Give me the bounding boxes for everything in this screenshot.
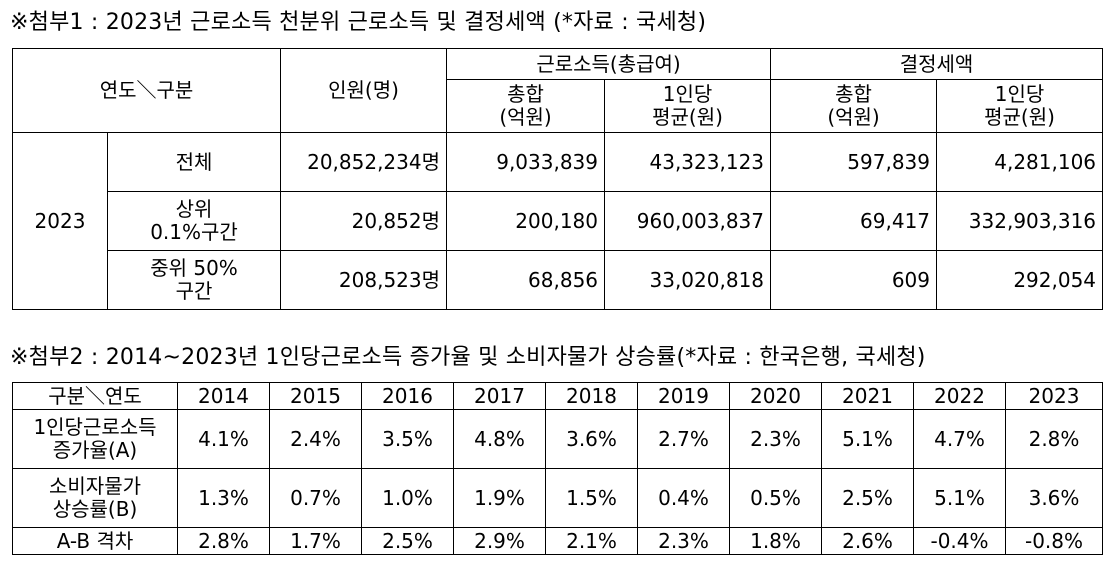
header-tax: 결정세액 xyxy=(770,48,1104,80)
growth-rate-table: 구분＼연도 2014 2015 2016 2017 2018 2019 2020… xyxy=(12,382,1103,555)
year-header: 2017 xyxy=(453,382,546,410)
header-row: 구분＼연도 2014 2015 2016 2017 2018 2019 2020… xyxy=(12,382,1103,410)
rate-cell: 1.5% xyxy=(545,468,638,528)
rate-cell: 2.8% xyxy=(1005,409,1103,469)
rate-cell: 2.3% xyxy=(637,527,730,555)
row-label: 전체 xyxy=(106,132,282,192)
rate-cell: 0.7% xyxy=(269,468,362,528)
income-avg-cell: 43,323,123 xyxy=(604,132,772,192)
rate-cell: 2.5% xyxy=(821,468,914,528)
rate-cell: 2.6% xyxy=(821,527,914,555)
rate-cell: 4.1% xyxy=(177,409,270,469)
rate-cell: 5.1% xyxy=(913,468,1006,528)
year-header: 2018 xyxy=(545,382,638,410)
tax-avg-cell: 292,054 xyxy=(936,250,1104,310)
table-row: 상위 0.1%구간 20,852명 200,180 960,003,837 69… xyxy=(13,191,1104,251)
year-header: 2022 xyxy=(913,382,1006,410)
income-avg-cell: 960,003,837 xyxy=(604,191,772,251)
persons-cell: 208,523명 xyxy=(280,250,448,310)
header-tax-avg: 1인당 평균(원) xyxy=(936,79,1104,133)
header-tax-total: 총합 (억원) xyxy=(770,79,938,133)
year-header: 2019 xyxy=(637,382,730,410)
rate-cell: 2.5% xyxy=(361,527,454,555)
tax-avg-cell: 332,903,316 xyxy=(936,191,1104,251)
year-header: 2016 xyxy=(361,382,454,410)
year-header: 2023 xyxy=(1005,382,1103,410)
rate-cell: 3.6% xyxy=(1005,468,1103,528)
persons-cell: 20,852명 xyxy=(280,191,448,251)
rate-cell: 3.5% xyxy=(361,409,454,469)
header-income-avg: 1인당 평균(원) xyxy=(604,79,772,133)
row-label: 상위 0.1%구간 xyxy=(106,191,282,251)
rate-cell: 5.1% xyxy=(821,409,914,469)
year-header: 2014 xyxy=(177,382,270,410)
rate-cell: 2.3% xyxy=(729,409,822,469)
section1-title: ※첨부1 : 2023년 근로소득 천분위 근로소득 및 결정세액 (*자료 :… xyxy=(10,10,707,35)
income-total-cell: 200,180 xyxy=(446,191,606,251)
tax-total-cell: 609 xyxy=(770,250,938,310)
income-total-cell: 68,856 xyxy=(446,250,606,310)
year-header: 2021 xyxy=(821,382,914,410)
year-header: 2020 xyxy=(729,382,822,410)
table-row: 중위 50% 구간 208,523명 68,856 33,020,818 609… xyxy=(13,250,1104,310)
rate-cell: -0.4% xyxy=(913,527,1006,555)
tax-avg-cell: 4,281,106 xyxy=(936,132,1104,192)
year-header: 2015 xyxy=(269,382,362,410)
header-income-total: 총합 (억원) xyxy=(446,79,606,133)
rate-cell: 2.8% xyxy=(177,527,270,555)
rate-cell: 4.8% xyxy=(453,409,546,469)
rate-cell: 3.6% xyxy=(545,409,638,469)
rate-cell: 1.9% xyxy=(453,468,546,528)
year-cell: 2023 xyxy=(12,132,108,310)
income-avg-cell: 33,020,818 xyxy=(604,250,772,310)
row-label: 소비자물가 상승률(B) xyxy=(12,468,178,528)
row-label: A-B 격차 xyxy=(12,527,178,555)
tax-total-cell: 69,417 xyxy=(770,191,938,251)
rate-cell: 1.8% xyxy=(729,527,822,555)
rate-cell: 2.1% xyxy=(545,527,638,555)
tax-total-cell: 597,839 xyxy=(770,132,938,192)
table-row: 2023 전체 20,852,234명 9,033,839 43,323,123… xyxy=(12,132,1104,310)
table-row: A-B 격차 2.8% 1.7% 2.5% 2.9% 2.1% 2.3% 1.8… xyxy=(12,527,1103,555)
header-labor-income: 근로소득(총급여) xyxy=(446,48,772,80)
rate-cell: 0.5% xyxy=(729,468,822,528)
rate-cell: 2.9% xyxy=(453,527,546,555)
row-label: 1인당근로소득 증가율(A) xyxy=(12,409,178,469)
rate-cell: -0.8% xyxy=(1005,527,1103,555)
table-row: 소비자물가 상승률(B) 1.3% 0.7% 1.0% 1.9% 1.5% 0.… xyxy=(12,468,1103,528)
income-tax-table: 연도＼구분 인원(명) 근로소득(총급여) 결정세액 총합 (억원) 1인당 평… xyxy=(11,48,1104,310)
section2-title: ※첨부2 : 2014~2023년 1인당근로소득 증가율 및 소비자물가 상승… xyxy=(10,345,926,370)
persons-cell: 20,852,234명 xyxy=(280,132,448,192)
rate-cell: 1.7% xyxy=(269,527,362,555)
rate-cell: 2.4% xyxy=(269,409,362,469)
income-total-cell: 9,033,839 xyxy=(446,132,606,192)
header-category-year: 구분＼연도 xyxy=(12,382,178,410)
rate-cell: 4.7% xyxy=(913,409,1006,469)
rate-cell: 0.4% xyxy=(637,468,730,528)
header-persons: 인원(명) xyxy=(280,48,448,133)
rate-cell: 1.0% xyxy=(361,468,454,528)
rate-cell: 2.7% xyxy=(637,409,730,469)
rate-cell: 1.3% xyxy=(177,468,270,528)
header-year-category: 연도＼구분 xyxy=(11,48,282,133)
table-row: 1인당근로소득 증가율(A) 4.1% 2.4% 3.5% 4.8% 3.6% … xyxy=(12,409,1103,469)
row-label: 중위 50% 구간 xyxy=(106,250,282,310)
